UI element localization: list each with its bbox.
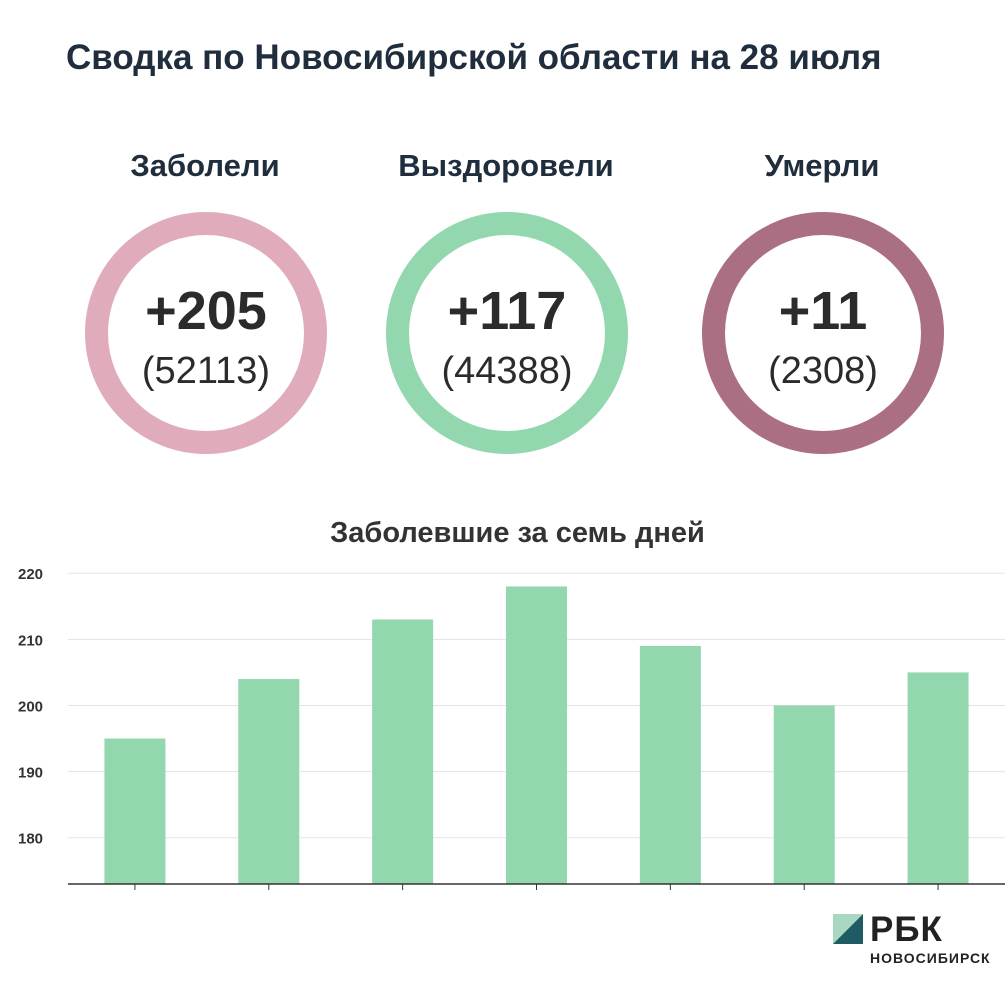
bar — [372, 619, 434, 884]
x-tick-label: 28 июля — [908, 898, 969, 900]
stat-label: Заболели — [130, 148, 280, 183]
rbc-logo: РБК НОВОСИБИРСК — [833, 910, 998, 970]
y-tick-label: 180 — [18, 831, 43, 848]
rbc-logo-text: РБК — [870, 910, 943, 949]
bar — [506, 586, 567, 884]
bar — [104, 738, 166, 884]
stat-total: (52113) — [141, 350, 271, 392]
bar — [238, 679, 300, 884]
x-tick-label: 25 июля — [506, 898, 567, 900]
x-tick-label: 24 июля — [372, 898, 433, 900]
bar — [773, 705, 835, 884]
bar-chart: 180 190 200 210 220 22 июля 23 июля 24 июля 25 и… — [18, 566, 1005, 900]
y-tick-label: 190 — [18, 765, 43, 782]
chart-title: Заболевшие за семь дней — [330, 517, 705, 549]
x-tick-label: 22 июля — [105, 898, 166, 900]
bar — [639, 645, 701, 884]
rbc-logo-subtitle: НОВОСИБИРСК — [870, 950, 991, 966]
y-tick-label: 210 — [18, 632, 43, 649]
x-tick-label: 27 июля — [774, 898, 835, 900]
y-tick-label: 220 — [18, 566, 43, 583]
stat-total: (2308) — [768, 350, 878, 392]
stat-label: Выздоровели — [398, 148, 614, 183]
ring-deaths: +11 (2308) — [702, 212, 944, 454]
x-tick-label: 26 июля — [640, 898, 701, 900]
stat-label: Умерли — [764, 148, 880, 183]
stat-delta: +117 — [447, 281, 567, 341]
rbc-logo-mark-icon — [833, 914, 863, 944]
page-title: Сводка по Новосибирской области на 28 ию… — [66, 38, 882, 77]
y-tick-label: 200 — [18, 698, 43, 715]
x-tick-label: 23 июля — [238, 898, 299, 900]
stat-deaths: Умерли +11 (2308) — [672, 140, 972, 454]
stat-delta: +205 — [145, 281, 267, 341]
stat-delta: +11 — [778, 281, 868, 341]
stat-recovered: Выздоровели +117 (44388) — [356, 140, 656, 454]
ring-recovered: +117 (44388) — [386, 212, 628, 454]
stat-total: (44388) — [441, 350, 573, 392]
bar — [907, 672, 969, 884]
stat-infected: Заболели +205 (52113) — [55, 140, 355, 454]
ring-infected: +205 (52113) — [85, 212, 327, 454]
